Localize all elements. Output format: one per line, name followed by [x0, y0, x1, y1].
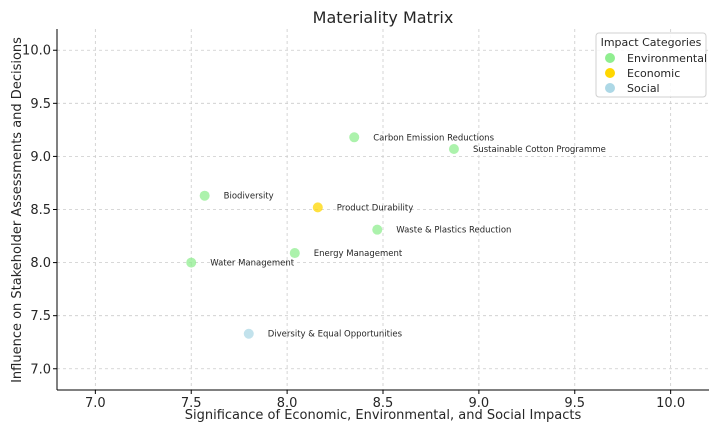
legend-entry: Social	[627, 82, 660, 95]
x-tick-label: 8.0	[277, 396, 298, 411]
y-tick-label: 9.5	[30, 97, 51, 112]
data-point-label: Product Durability	[337, 203, 413, 213]
data-point-label: Energy Management	[314, 249, 403, 259]
axes-layer: 7.0 7.5 8.0 8.5 9.0 9.5 10.0 7.0 7.5 8.0 8.5 9.0 9.5…	[22, 29, 709, 411]
data-point	[349, 132, 360, 143]
legend-marker	[605, 68, 615, 78]
data-point-label: Diversity & Equal Opportunities	[268, 330, 403, 340]
legend-box	[595, 32, 707, 98]
legend-marker	[605, 83, 615, 93]
x-tick-label: 7.5	[181, 396, 202, 411]
legend-entry: Environmental	[627, 52, 707, 65]
x-tick-label: 10.0	[656, 396, 685, 411]
data-point	[243, 328, 254, 339]
x-tick-label: 9.5	[564, 396, 585, 411]
points-layer: Carbon Emission Reductions Sustainable Co…	[186, 132, 606, 340]
y-axis-label: Influence on Stakeholder Assessments and…	[10, 37, 25, 383]
legend-title: Impact Categories	[601, 36, 702, 49]
data-point	[186, 257, 197, 268]
data-point-label: Water Management	[210, 259, 294, 269]
y-tick-label: 10.0	[22, 44, 51, 59]
legend-entry: Economic	[627, 67, 680, 80]
x-tick-label: 7.0	[85, 396, 106, 411]
data-point	[289, 248, 300, 259]
data-point-label: Waste & Plastics Reduction	[396, 226, 511, 236]
y-tick-label: 7.0	[30, 362, 51, 377]
data-point	[199, 190, 210, 201]
x-axis-label: Significance of Economic, Environmental,…	[185, 408, 582, 423]
data-point	[372, 224, 383, 235]
data-point	[448, 143, 459, 154]
y-tick-label: 7.5	[30, 309, 51, 324]
grid-layer	[57, 29, 709, 390]
x-tick-label: 9.0	[469, 396, 490, 411]
chart-title: Materiality Matrix	[313, 8, 454, 27]
legend: Impact Categories Environmental Economic So…	[595, 32, 707, 98]
y-tick-label: 8.5	[30, 203, 51, 218]
data-point-label: Sustainable Cotton Programme	[473, 145, 606, 155]
data-point	[312, 202, 323, 213]
data-point-label: Carbon Emission Reductions	[373, 133, 494, 143]
legend-marker	[605, 53, 615, 63]
y-tick-label: 9.0	[30, 150, 51, 165]
data-point-label: Biodiversity	[224, 192, 274, 202]
x-tick-label: 8.5	[373, 396, 394, 411]
y-tick-label: 8.0	[30, 256, 51, 271]
